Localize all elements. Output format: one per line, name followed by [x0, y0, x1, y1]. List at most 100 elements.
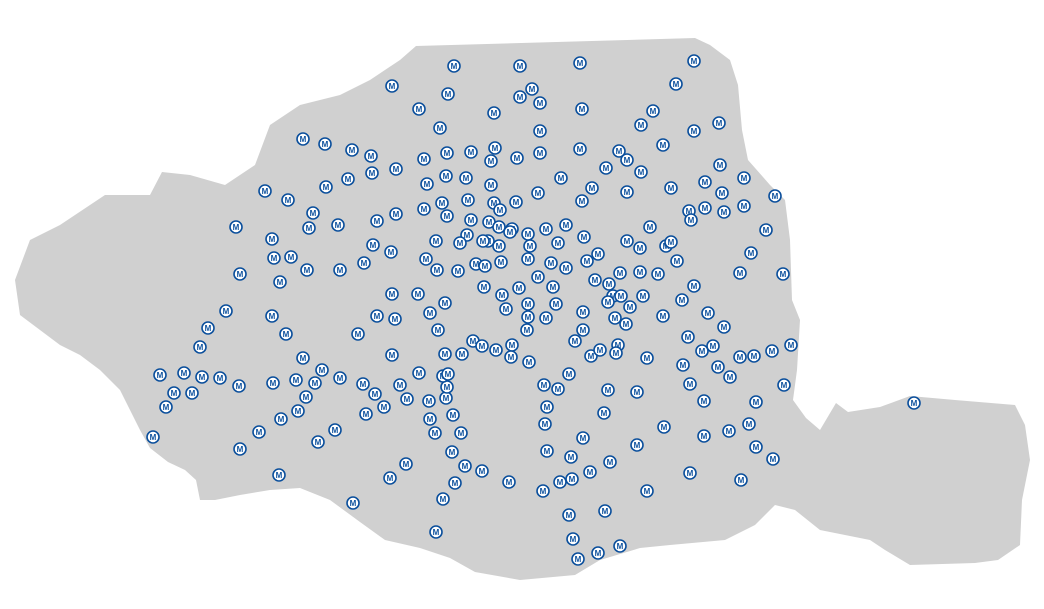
metro-station-icon[interactable]: M — [601, 383, 615, 397]
metro-station-icon[interactable]: M — [219, 304, 233, 318]
metro-station-icon[interactable]: M — [252, 425, 266, 439]
metro-station-icon[interactable]: M — [551, 382, 565, 396]
metro-station-icon[interactable]: M — [669, 77, 683, 91]
metro-station-icon[interactable]: M — [733, 350, 747, 364]
metro-station-icon[interactable]: M — [431, 323, 445, 337]
metro-station-icon[interactable]: M — [385, 79, 399, 93]
metro-station-icon[interactable]: M — [366, 238, 380, 252]
metro-station-icon[interactable]: M — [488, 141, 502, 155]
metro-station-icon[interactable]: M — [351, 327, 365, 341]
metro-station-icon[interactable]: M — [623, 300, 637, 314]
metro-station-icon[interactable]: M — [193, 340, 207, 354]
metro-station-icon[interactable]: M — [522, 355, 536, 369]
metro-station-icon[interactable]: M — [438, 296, 452, 310]
metro-station-icon[interactable]: M — [717, 205, 731, 219]
metro-station-icon[interactable]: M — [454, 426, 468, 440]
metro-station-icon[interactable]: M — [713, 158, 727, 172]
metro-station-icon[interactable]: M — [492, 239, 506, 253]
metro-station-icon[interactable]: M — [695, 344, 709, 358]
metro-station-icon[interactable]: M — [475, 464, 489, 478]
metro-station-icon[interactable]: M — [359, 407, 373, 421]
metro-station-icon[interactable]: M — [633, 241, 647, 255]
metro-station-icon[interactable]: M — [580, 254, 594, 268]
metro-station-icon[interactable]: M — [487, 106, 501, 120]
metro-station-icon[interactable]: M — [566, 532, 580, 546]
metro-station-icon[interactable]: M — [744, 246, 758, 260]
metro-station-icon[interactable]: M — [273, 275, 287, 289]
metro-station-icon[interactable]: M — [185, 386, 199, 400]
metro-station-icon[interactable]: M — [315, 363, 329, 377]
metro-station-icon[interactable]: M — [213, 371, 227, 385]
metro-station-icon[interactable]: M — [494, 255, 508, 269]
metro-station-icon[interactable]: M — [417, 152, 431, 166]
metro-station-icon[interactable]: M — [620, 234, 634, 248]
metro-station-icon[interactable]: M — [453, 236, 467, 250]
metro-station-icon[interactable]: M — [299, 390, 313, 404]
metro-station-icon[interactable]: M — [302, 221, 316, 235]
metro-station-icon[interactable]: M — [723, 370, 737, 384]
metro-station-icon[interactable]: M — [265, 309, 279, 323]
metro-station-icon[interactable]: M — [357, 256, 371, 270]
metro-station-icon[interactable]: M — [512, 281, 526, 295]
metro-station-icon[interactable]: M — [233, 267, 247, 281]
metro-station-icon[interactable]: M — [385, 287, 399, 301]
metro-station-icon[interactable]: M — [440, 209, 454, 223]
metro-station-icon[interactable]: M — [430, 263, 444, 277]
metro-station-icon[interactable]: M — [613, 266, 627, 280]
metro-station-icon[interactable]: M — [573, 56, 587, 70]
metro-station-icon[interactable]: M — [510, 151, 524, 165]
metro-station-icon[interactable]: M — [439, 391, 453, 405]
metro-station-icon[interactable]: M — [687, 54, 701, 68]
metro-station-icon[interactable]: M — [521, 310, 535, 324]
metro-station-icon[interactable]: M — [461, 193, 475, 207]
metro-station-icon[interactable]: M — [640, 351, 654, 365]
metro-station-icon[interactable]: M — [737, 199, 751, 213]
metro-station-icon[interactable]: M — [583, 465, 597, 479]
metro-station-icon[interactable]: M — [345, 143, 359, 157]
metro-station-icon[interactable]: M — [232, 379, 246, 393]
metro-station-icon[interactable]: M — [670, 254, 684, 268]
metro-station-icon[interactable]: M — [423, 412, 437, 426]
metro-station-icon[interactable]: M — [765, 344, 779, 358]
metro-station-icon[interactable]: M — [438, 347, 452, 361]
metro-station-icon[interactable]: M — [576, 305, 590, 319]
metro-station-icon[interactable]: M — [464, 213, 478, 227]
metro-station-icon[interactable]: M — [377, 400, 391, 414]
metro-station-icon[interactable]: M — [229, 220, 243, 234]
metro-station-icon[interactable]: M — [356, 377, 370, 391]
metro-station-icon[interactable]: M — [279, 327, 293, 341]
metro-station-icon[interactable]: M — [687, 124, 701, 138]
metro-station-icon[interactable]: M — [478, 259, 492, 273]
metro-station-icon[interactable]: M — [503, 225, 517, 239]
metro-station-icon[interactable]: M — [747, 349, 761, 363]
metro-station-icon[interactable]: M — [706, 339, 720, 353]
metro-station-icon[interactable]: M — [656, 309, 670, 323]
metro-station-icon[interactable]: M — [346, 496, 360, 510]
metro-station-icon[interactable]: M — [513, 59, 527, 73]
metro-station-icon[interactable]: M — [684, 213, 698, 227]
metro-station-icon[interactable]: M — [734, 473, 748, 487]
metro-station-icon[interactable]: M — [412, 102, 426, 116]
metro-station-icon[interactable]: M — [612, 144, 626, 158]
metro-station-icon[interactable]: M — [284, 250, 298, 264]
metro-station-icon[interactable]: M — [701, 306, 715, 320]
metro-station-icon[interactable]: M — [521, 297, 535, 311]
metro-station-icon[interactable]: M — [523, 239, 537, 253]
metro-station-icon[interactable]: M — [717, 320, 731, 334]
metro-station-icon[interactable]: M — [436, 492, 450, 506]
metro-station-icon[interactable]: M — [411, 287, 425, 301]
metro-station-icon[interactable]: M — [698, 201, 712, 215]
metro-station-icon[interactable]: M — [195, 370, 209, 384]
metro-station-icon[interactable]: M — [630, 385, 644, 399]
metro-station-icon[interactable]: M — [536, 484, 550, 498]
metro-station-icon[interactable]: M — [559, 218, 573, 232]
metro-station-icon[interactable]: M — [258, 184, 272, 198]
metro-station-icon[interactable]: M — [484, 154, 498, 168]
metro-station-icon[interactable]: M — [306, 206, 320, 220]
metro-station-icon[interactable]: M — [681, 330, 695, 344]
metro-station-icon[interactable]: M — [553, 475, 567, 489]
metro-station-icon[interactable]: M — [646, 104, 660, 118]
metro-station-icon[interactable]: M — [446, 408, 460, 422]
metro-station-icon[interactable]: M — [554, 171, 568, 185]
metro-station-icon[interactable]: M — [531, 186, 545, 200]
